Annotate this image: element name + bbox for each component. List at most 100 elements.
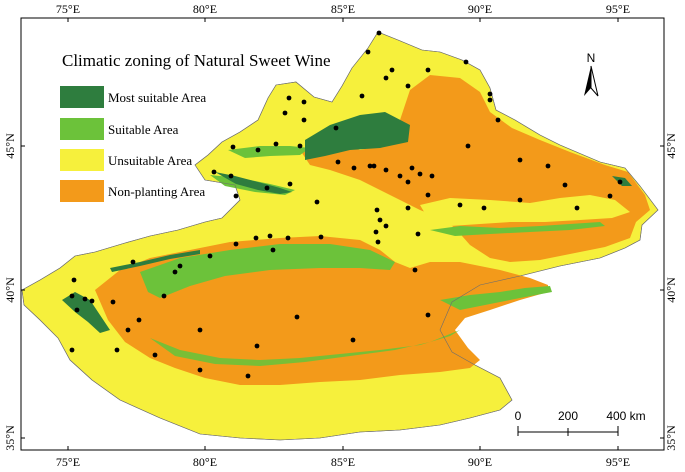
site-marker	[69, 293, 75, 299]
site-marker	[463, 59, 469, 65]
top-tick-label: 75°E	[56, 2, 80, 16]
north-label: N	[587, 51, 596, 65]
site-marker	[82, 296, 88, 302]
top-tick-label: 80°E	[193, 2, 217, 16]
legend: Climatic zoning of Natural Sweet Wine Mo…	[60, 51, 331, 202]
site-marker	[481, 205, 487, 211]
region-suitable-southeast	[440, 286, 552, 310]
site-marker	[318, 234, 324, 240]
region-most-suitable-tarim-rim	[110, 250, 200, 272]
left-tick-label: 40°N	[3, 277, 17, 303]
site-marker	[351, 165, 357, 171]
site-marker	[114, 347, 120, 353]
left-tick-label: 35°N	[3, 425, 17, 451]
site-marker	[367, 163, 373, 169]
site-marker	[457, 202, 463, 208]
site-marker	[172, 269, 178, 275]
site-marker	[282, 110, 288, 116]
site-marker	[294, 314, 300, 320]
legend-swatch-non-planting	[60, 180, 104, 202]
site-marker	[245, 373, 251, 379]
legend-label: Non-planting Area	[108, 184, 205, 199]
region-suitable-tarim	[140, 244, 395, 298]
site-marker	[89, 298, 95, 304]
site-marker	[136, 317, 142, 323]
scale-bar: 0 200 400 km	[515, 409, 646, 436]
site-marker	[389, 67, 395, 73]
right-tick-label: 45°N	[664, 133, 678, 159]
site-marker	[273, 141, 279, 147]
scale-label: 0	[515, 409, 522, 423]
site-marker	[297, 143, 303, 149]
site-marker	[255, 147, 261, 153]
bottom-tick-label: 90°E	[468, 455, 492, 469]
site-marker	[110, 299, 116, 305]
site-marker	[350, 337, 356, 343]
site-marker	[233, 193, 239, 199]
site-marker	[253, 235, 259, 241]
site-marker	[517, 157, 523, 163]
right-tick-label: 40°N	[664, 277, 678, 303]
site-marker	[376, 30, 382, 36]
site-marker	[417, 171, 423, 177]
site-marker	[69, 347, 75, 353]
legend-label: Most suitable Area	[108, 90, 206, 105]
site-marker	[228, 173, 234, 179]
site-marker	[74, 307, 80, 313]
site-marker	[286, 95, 292, 101]
region-most-suitable-west	[62, 292, 110, 333]
site-marker	[377, 217, 383, 223]
site-marker	[314, 199, 320, 205]
site-marker	[545, 163, 551, 169]
site-marker	[383, 75, 389, 81]
site-marker	[211, 169, 217, 175]
site-marker	[425, 67, 431, 73]
region-outline	[21, 31, 659, 441]
site-marker	[374, 207, 380, 213]
site-marker	[405, 83, 411, 89]
left-axis: 45°N 40°N 35°N	[3, 133, 17, 451]
site-marker	[397, 173, 403, 179]
legend-label: Suitable Area	[108, 122, 179, 137]
site-marker	[152, 352, 158, 358]
site-marker	[517, 197, 523, 203]
site-marker	[230, 144, 236, 150]
site-marker	[617, 179, 623, 185]
region-suitable-east	[430, 222, 605, 236]
left-tick-label: 45°N	[3, 133, 17, 159]
region-suitable-north	[228, 146, 310, 158]
region-most-suitable-north	[305, 112, 410, 160]
site-marker	[409, 165, 415, 171]
site-marker	[285, 235, 291, 241]
site-marker	[574, 205, 580, 211]
site-marker	[207, 253, 213, 259]
site-marker	[287, 181, 293, 187]
site-marker	[130, 259, 136, 265]
site-marker	[264, 185, 270, 191]
site-marker	[373, 229, 379, 235]
site-marker	[405, 205, 411, 211]
site-marker	[429, 173, 435, 179]
site-marker	[371, 163, 377, 169]
legend-swatch-most-suitable	[60, 86, 104, 108]
site-marker	[359, 93, 365, 99]
bottom-tick-label: 80°E	[193, 455, 217, 469]
legend-label: Unsuitable Area	[108, 153, 192, 168]
top-tick-label: 90°E	[468, 2, 492, 16]
site-marker	[197, 327, 203, 333]
bottom-tick-label: 95°E	[606, 455, 630, 469]
site-marker	[301, 117, 307, 123]
legend-swatch-unsuitable	[60, 149, 104, 171]
site-marker	[335, 159, 341, 165]
bottom-tick-label: 85°E	[331, 455, 355, 469]
region-unsuitable-east-band	[420, 195, 630, 226]
site-marker	[125, 327, 131, 333]
site-marker	[562, 182, 568, 188]
site-marker	[233, 241, 239, 247]
top-axis: 75°E 80°E 85°E 90°E 95°E	[56, 2, 630, 16]
site-marker	[71, 277, 77, 283]
top-tick-label: 85°E	[331, 2, 355, 16]
bottom-tick-label: 75°E	[56, 455, 80, 469]
site-marker	[383, 167, 389, 173]
region-suitable-tarim-south	[150, 324, 470, 366]
